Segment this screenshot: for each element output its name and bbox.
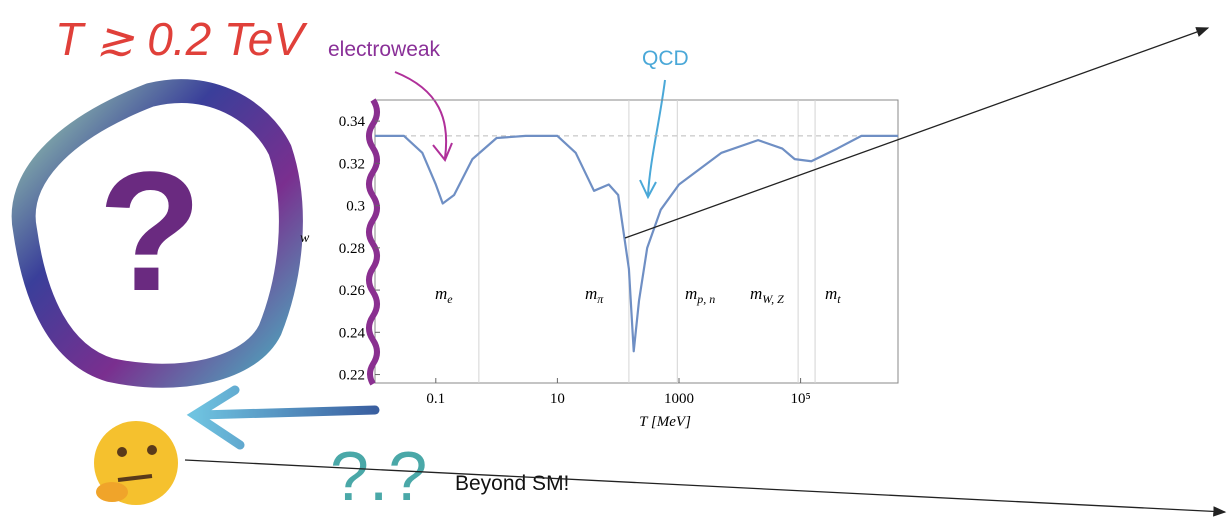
y-tick-label: 0.24	[339, 325, 366, 341]
electroweak-label: electroweak	[328, 38, 441, 61]
y-tick-label: 0.26	[339, 283, 366, 299]
mass-subscript: π	[597, 292, 604, 306]
y-tick-label: 0.28	[339, 241, 365, 257]
y-tick-label: 0.32	[339, 156, 365, 172]
mass-label: mW, Z	[750, 284, 784, 306]
y-tick-label: 0.3	[346, 199, 365, 215]
mass-label: me	[435, 284, 453, 306]
x-tick-label: 1000	[664, 391, 694, 407]
mass-subscript: W, Z	[762, 292, 784, 306]
purple-wave	[369, 100, 377, 384]
plot-frame	[375, 100, 898, 383]
qcd-label: QCD	[642, 47, 689, 70]
mass-symbol: m	[750, 284, 762, 303]
doodle-question: ?.?	[330, 437, 427, 515]
handwritten-title: T ≳ 0.2 TeV	[55, 13, 308, 65]
y-tick-label: 0.34	[339, 114, 366, 130]
mass-label: mt	[825, 284, 841, 306]
beyond-sm-label: Beyond SM!	[455, 472, 569, 495]
mass-subscript: e	[447, 292, 453, 306]
page: T ≳ 0.2 TeV ? ?.? Beyond SM! electroweak…	[0, 0, 1229, 518]
mass-subscript: t	[837, 292, 841, 306]
qcd-arrow	[640, 80, 665, 197]
big-question-mark: ?	[98, 137, 202, 327]
mass-subscript: p, n	[696, 292, 715, 306]
x-tick-label: 0.1	[426, 391, 445, 407]
mass-symbol: m	[585, 284, 597, 303]
y-tick-label: 0.22	[339, 368, 365, 384]
x-axis-label: T [MeV]	[639, 414, 691, 430]
mass-symbol: m	[435, 284, 447, 303]
x-tick-label: 10	[550, 391, 565, 407]
electroweak-arrow	[395, 72, 452, 160]
mass-label: mπ	[585, 284, 604, 306]
x-tick-label: 10⁵	[790, 391, 810, 407]
plot: 0.22 0.24 0.26 0.28 0.3 0.32 0.34 0.1 10 1000 10⁵ m…	[339, 100, 898, 407]
mass-symbol: m	[685, 284, 697, 303]
mass-label: mp, n	[685, 284, 715, 306]
pointer-arrow	[625, 28, 1208, 238]
thinking-emoji	[94, 421, 178, 505]
y-axis-label: w	[300, 231, 310, 246]
mass-symbol: m	[825, 284, 837, 303]
slide: T ≳ 0.2 TeV ? ?.? Beyond SM! electroweak…	[0, 0, 1229, 518]
